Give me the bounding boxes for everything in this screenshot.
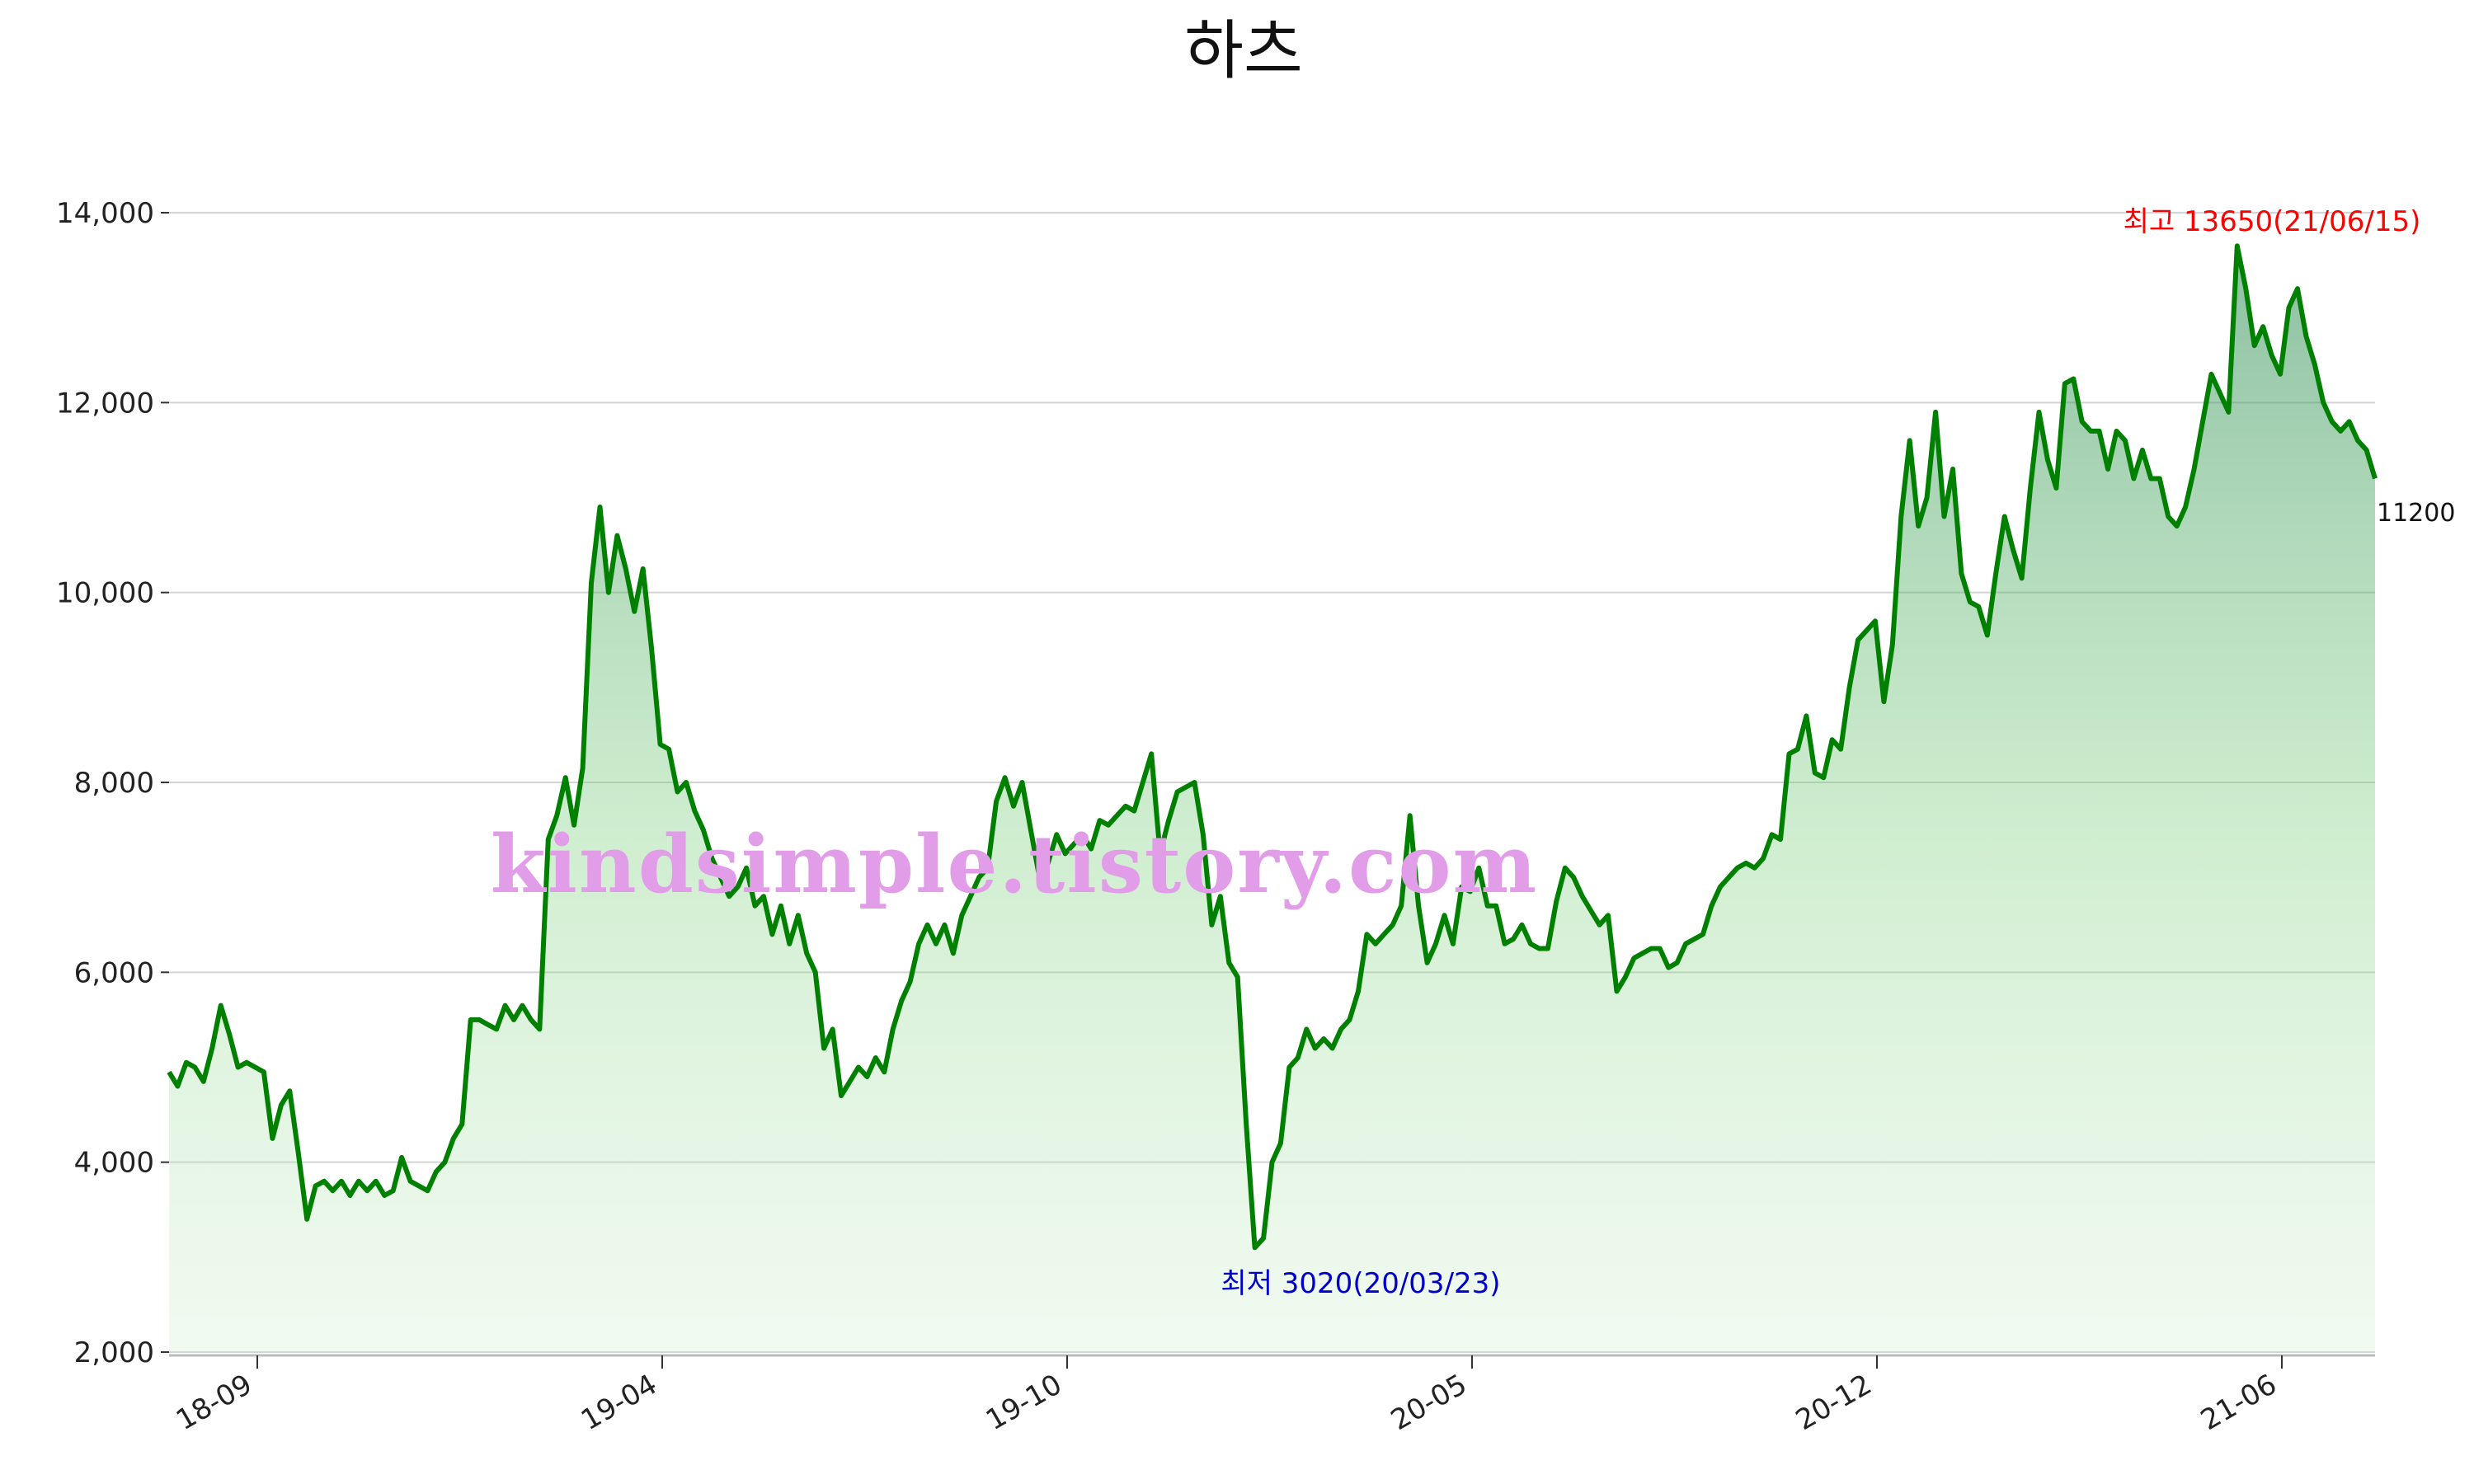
max-annotation: 최고 13650(21/06/15) xyxy=(2124,205,2421,238)
last-value-label: 11200 xyxy=(2377,499,2455,528)
series-line xyxy=(167,243,2378,1251)
y-tick-label: 12,000 xyxy=(56,387,154,420)
x-tick-label: 19-10 xyxy=(981,1368,1068,1437)
y-tick-label: 14,000 xyxy=(56,197,154,230)
x-tick-label: 19-04 xyxy=(576,1368,663,1437)
watermark: kindsimple.tistory.com xyxy=(491,818,1538,911)
chart-title: 하츠 xyxy=(1184,14,1303,88)
price-line xyxy=(167,243,2378,1251)
y-tick-label: 6,000 xyxy=(74,956,154,989)
y-tick-label: 4,000 xyxy=(74,1147,154,1180)
x-tick-label: 20-05 xyxy=(1385,1368,1473,1437)
x-tick-label: 20-12 xyxy=(1790,1368,1878,1437)
area-fill xyxy=(169,246,2375,1352)
y-tick-label: 2,000 xyxy=(74,1336,154,1369)
y-tick-label: 8,000 xyxy=(74,767,154,800)
min-annotation: 최저 3020(20/03/23) xyxy=(1221,1267,1500,1300)
y-tick-label: 10,000 xyxy=(56,577,154,610)
x-tick-label: 18-09 xyxy=(171,1368,258,1437)
x-tick-label: 21-06 xyxy=(2195,1368,2283,1437)
area-path xyxy=(169,246,2375,1352)
